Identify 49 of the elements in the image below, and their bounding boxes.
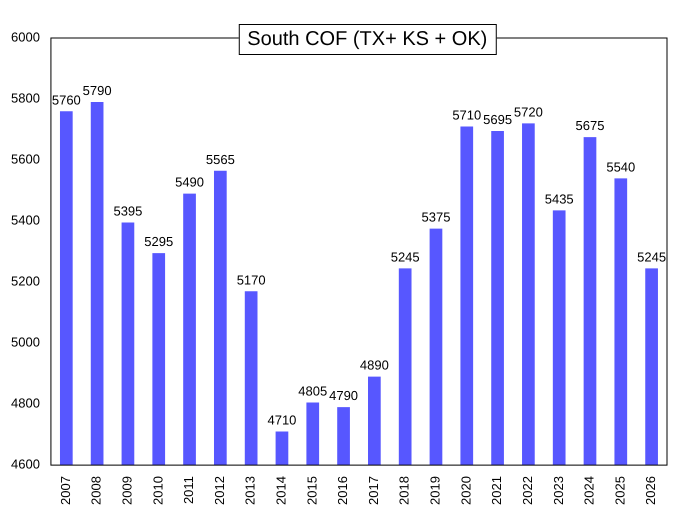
x-tick-label: 2018 (396, 476, 412, 505)
data-label: 4805 (298, 384, 328, 399)
x-tick-label: 2020 (458, 476, 474, 505)
y-tick-label: 4600 (11, 456, 40, 472)
x-tick-label: 2014 (274, 476, 289, 505)
data-label: 5675 (576, 118, 604, 134)
x-tick-label: 2017 (366, 476, 381, 505)
y-tick-label: 4800 (11, 396, 40, 411)
data-label: 5710 (452, 108, 482, 123)
x-tick-label: 2016 (335, 476, 350, 505)
x-tick-label: 2009 (120, 476, 135, 505)
data-label: 4710 (267, 412, 296, 428)
data-label: 5790 (82, 83, 112, 98)
x-tick-label: 2010 (150, 476, 166, 505)
x-tick-label: 2021 (489, 476, 504, 505)
data-label: 4790 (329, 388, 358, 404)
data-label: 5170 (236, 272, 266, 288)
data-label: 5695 (483, 112, 512, 128)
data-label: 5245 (637, 249, 666, 264)
data-label: 5245 (390, 249, 420, 264)
data-label: 5760 (52, 92, 81, 108)
data-label: 5375 (422, 210, 450, 225)
chart-title: South COF (TX+ KS + OK) (238, 24, 496, 55)
data-label: 5565 (206, 152, 235, 167)
y-tick-label: 6000 (11, 30, 40, 45)
x-tick-label: 2012 (212, 476, 227, 505)
data-label: 5395 (113, 204, 142, 219)
y-tick-label: 5000 (11, 334, 40, 350)
x-tick-label: 2025 (612, 476, 628, 505)
y-tick-label: 5600 (11, 152, 40, 167)
y-tick-label: 5400 (11, 212, 40, 228)
x-tick-label: 2024 (582, 476, 597, 505)
x-tick-label: 2022 (520, 476, 535, 505)
data-label: 5435 (544, 191, 574, 206)
x-tick-label: 2007 (58, 476, 73, 505)
data-label: 4890 (360, 358, 389, 373)
x-tick-label: 2015 (304, 476, 320, 505)
y-tick-label: 5800 (11, 90, 40, 106)
x-tick-label: 2011 (181, 476, 196, 504)
x-tick-label: 2008 (88, 476, 104, 505)
data-label: 5490 (175, 174, 204, 190)
data-label: 5540 (606, 159, 636, 174)
data-label: 5720 (514, 104, 543, 120)
data-label: 5295 (144, 234, 174, 250)
y-tick-label: 5200 (11, 274, 40, 289)
x-tick-label: 2026 (643, 476, 658, 505)
x-tick-label: 2019 (428, 476, 443, 505)
x-tick-label: 2023 (550, 476, 566, 505)
x-tick-label: 2013 (242, 476, 258, 505)
